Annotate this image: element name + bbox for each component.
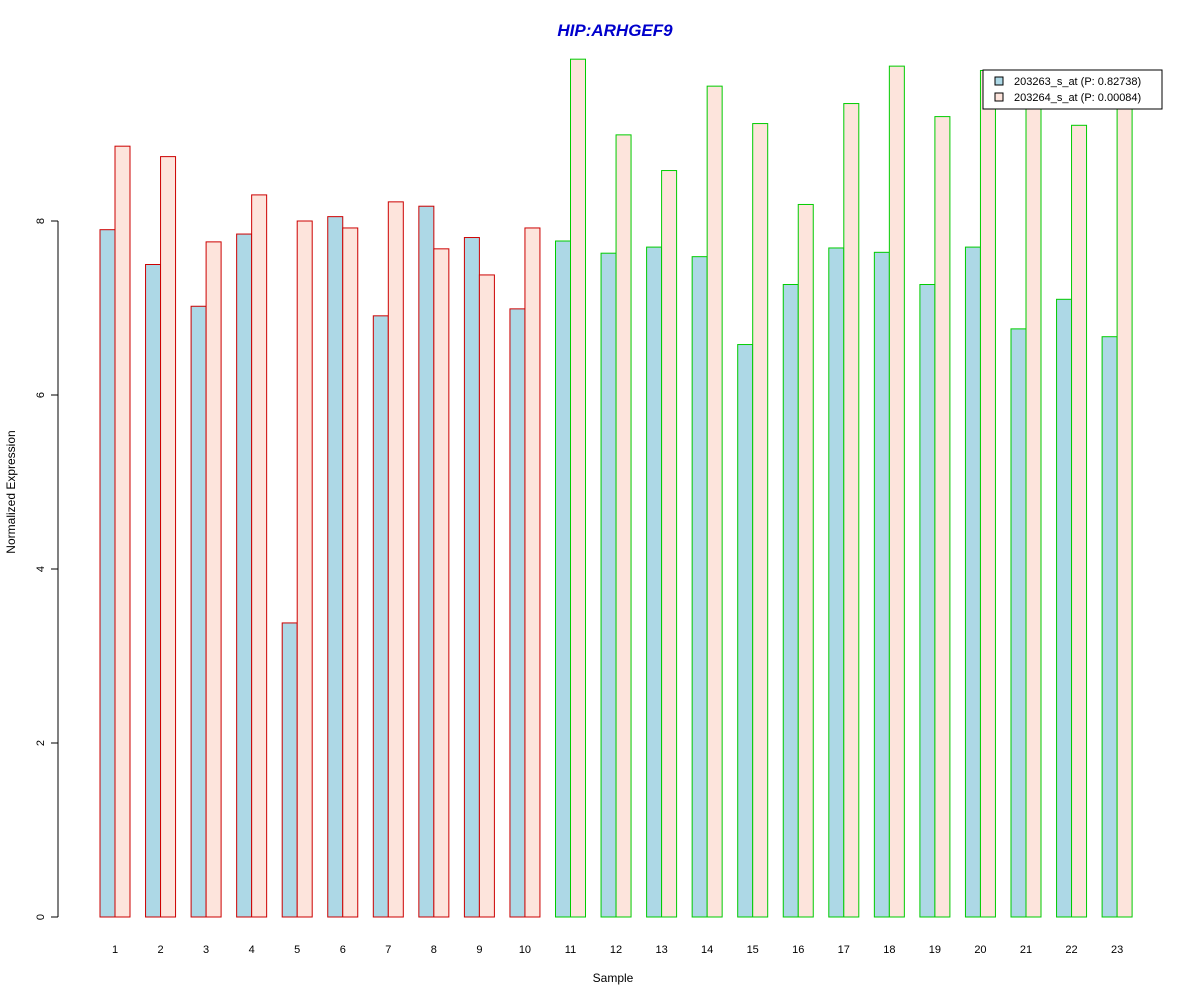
- legend-swatch-2: [994, 92, 1004, 102]
- x-tick-label: 8: [431, 944, 437, 956]
- x-tick-label: 18: [883, 944, 895, 956]
- x-tick-label: 15: [747, 944, 759, 956]
- x-tick-label: 12: [610, 944, 622, 956]
- legend: 203263_s_at (P: 0.82738) 203264_s_at (P: …: [982, 69, 1163, 110]
- bar-series1-sample-19: [919, 284, 936, 918]
- bar-series1-sample-14: [691, 256, 708, 918]
- bar-series2-sample-5: [296, 220, 313, 918]
- x-tick-label: 1: [112, 944, 118, 956]
- x-tick-label: 14: [701, 944, 713, 956]
- bar-series2-sample-3: [205, 241, 222, 918]
- bar-series1-sample-13: [646, 246, 663, 918]
- x-tick-label: 13: [655, 944, 667, 956]
- legend-label-2: 203264_s_at (P: 0.00084): [1014, 92, 1141, 104]
- bar-series1-sample-1: [99, 229, 116, 918]
- bar-series2-sample-7: [387, 201, 404, 918]
- bar-series2-sample-9: [478, 274, 495, 918]
- bar-series1-sample-5: [281, 622, 298, 918]
- y-tick-label: 6: [35, 392, 47, 398]
- bar-series2-sample-21: [1025, 93, 1042, 918]
- bar-series1-sample-11: [555, 240, 571, 918]
- bar-series1-sample-8: [418, 205, 435, 918]
- x-tick-label: 10: [519, 944, 531, 956]
- bar-series1-sample-16: [782, 284, 799, 918]
- bar-series2-sample-1: [114, 145, 131, 918]
- bar-series1-sample-12: [600, 252, 617, 918]
- bar-series2-sample-6: [342, 227, 359, 918]
- x-tick-label: 3: [203, 944, 209, 956]
- y-axis-title: Normalized Expression: [4, 430, 18, 553]
- bar-series2-sample-16: [797, 203, 814, 918]
- bar-series2-sample-20: [979, 69, 996, 918]
- x-tick-label: 19: [929, 944, 941, 956]
- x-tick-label: 23: [1111, 944, 1123, 956]
- x-tick-label: 21: [1020, 944, 1032, 956]
- x-tick-label: 6: [340, 944, 346, 956]
- y-tick-label: 8: [35, 218, 47, 224]
- bar-series2-sample-19: [934, 116, 951, 918]
- x-tick-label: 11: [565, 944, 576, 956]
- bar-series2-sample-14: [706, 85, 723, 918]
- bar-series1-sample-17: [828, 247, 845, 918]
- bar-series2-sample-15: [752, 123, 769, 918]
- bar-series2-sample-22: [1071, 124, 1088, 918]
- bars-group: [99, 58, 1133, 918]
- bar-series1-sample-20: [964, 246, 981, 918]
- bar-series1-sample-10: [509, 308, 526, 918]
- x-axis-title: Sample: [593, 971, 634, 985]
- bar-series2-sample-12: [615, 134, 632, 918]
- bar-series1-sample-4: [236, 233, 253, 918]
- y-tick-label: 0: [35, 914, 47, 920]
- bar-series1-sample-9: [463, 237, 480, 918]
- bar-series1-sample-3: [190, 305, 207, 918]
- bar-series1-sample-21: [1010, 328, 1027, 918]
- x-tick-label: 2: [157, 944, 163, 956]
- x-tick-label: 17: [838, 944, 850, 956]
- x-tick-label: 20: [974, 944, 986, 956]
- bar-series2-sample-23: [1116, 85, 1133, 918]
- x-tick-labels: 1 2 3 4 5 6 7 8 9 10 11 12 13 14 15 16 17 18 19 20 21 22 23: [112, 944, 1123, 956]
- bar-series2-sample-8: [433, 248, 450, 918]
- legend-swatch-1: [994, 76, 1004, 86]
- bar-series2-sample-18: [888, 65, 905, 918]
- bar-series1-sample-15: [737, 344, 754, 918]
- bar-series2-sample-4: [251, 194, 268, 918]
- x-tick-label: 4: [249, 944, 255, 956]
- bar-series2-sample-2: [160, 156, 177, 918]
- y-tick-label: 4: [35, 566, 47, 572]
- y-axis: 0 2 4 6 8: [35, 218, 59, 920]
- bar-series1-sample-2: [145, 264, 162, 918]
- legend-box: [982, 69, 1163, 110]
- bar-series1-sample-22: [1056, 298, 1073, 918]
- legend-label-1: 203263_s_at (P: 0.82738): [1014, 76, 1141, 88]
- bar-series1-sample-7: [372, 315, 389, 918]
- x-tick-label: 22: [1065, 944, 1077, 956]
- x-tick-label: 7: [385, 944, 391, 956]
- bar-series1-sample-18: [873, 251, 890, 918]
- bar-series2-sample-13: [661, 170, 678, 918]
- bar-series1-sample-23: [1101, 336, 1118, 918]
- bar-series2-sample-11: [570, 58, 586, 918]
- bar-series1-sample-6: [327, 216, 344, 918]
- y-tick-label: 2: [35, 740, 47, 746]
- bar-series2-sample-10: [524, 227, 541, 918]
- x-tick-label: 9: [476, 944, 482, 956]
- chart-title: HIP:ARHGEF9: [557, 21, 673, 40]
- x-tick-label: 5: [294, 944, 300, 956]
- x-tick-label: 16: [792, 944, 804, 956]
- bar-series2-sample-17: [843, 103, 860, 918]
